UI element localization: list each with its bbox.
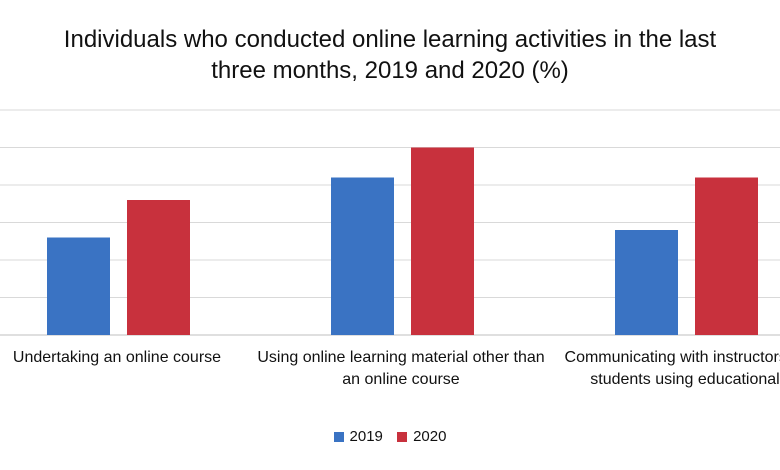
legend-item-2020: 2020	[397, 428, 446, 445]
bar-2020-category-2	[411, 147, 474, 335]
bar-2019-category-2	[331, 177, 394, 335]
bar-2019-category-3	[615, 230, 678, 335]
chart-title-line-2: three months, 2019 and 2020 (%)	[211, 57, 569, 84]
bar-2020-category-3	[695, 177, 758, 335]
bar-2020-category-1	[127, 200, 190, 335]
category-label-2-line-2: an online course	[342, 371, 460, 388]
legend-item-2019: 2019	[333, 428, 383, 445]
legend-swatch-2020	[397, 431, 408, 442]
category-label-3-line-2: students using educational	[590, 371, 779, 388]
bar-2019-category-1	[47, 237, 110, 335]
legend-swatch-2019	[333, 431, 344, 442]
category-label-3-line-1: Communicating with instructors or	[565, 349, 780, 366]
bars	[47, 147, 758, 335]
category-label-2-line-1: Using online learning material other tha…	[257, 349, 544, 366]
category-labels: Undertaking an online course Using online…	[13, 349, 780, 388]
legend-label-2019: 2019	[349, 428, 383, 445]
chart-title: Individuals who conducted online learnin…	[0, 24, 780, 86]
category-label-1-line-1: Undertaking an online course	[13, 349, 221, 366]
legend-label-2020: 2020	[413, 428, 447, 445]
legend: 2019 2020	[0, 428, 780, 446]
chart-title-line-1: Individuals who conducted online learnin…	[63, 26, 717, 53]
